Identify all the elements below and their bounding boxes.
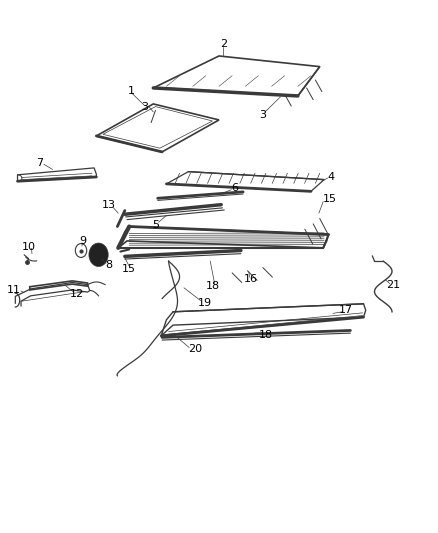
Text: 17: 17 xyxy=(339,305,353,315)
Text: 18: 18 xyxy=(206,281,220,291)
Text: 3: 3 xyxy=(259,110,266,119)
Text: 4: 4 xyxy=(327,172,334,182)
Text: 9: 9 xyxy=(79,236,86,246)
Text: 2: 2 xyxy=(220,39,227,49)
Text: 18: 18 xyxy=(259,330,273,340)
Text: 11: 11 xyxy=(7,286,21,295)
Text: 7: 7 xyxy=(36,158,43,167)
Text: 21: 21 xyxy=(386,280,400,290)
Circle shape xyxy=(89,243,108,266)
Text: 12: 12 xyxy=(70,289,84,299)
Text: 3: 3 xyxy=(141,102,148,111)
Text: 10: 10 xyxy=(21,242,35,252)
Text: 15: 15 xyxy=(122,264,136,273)
Text: 6: 6 xyxy=(231,183,238,192)
Text: 5: 5 xyxy=(152,220,159,230)
Text: 16: 16 xyxy=(244,274,258,284)
Text: 19: 19 xyxy=(198,298,212,308)
Text: 8: 8 xyxy=(105,261,112,270)
Text: 15: 15 xyxy=(322,194,336,204)
Text: 13: 13 xyxy=(102,200,116,210)
Text: 1: 1 xyxy=(128,86,135,95)
Text: 20: 20 xyxy=(188,344,202,354)
